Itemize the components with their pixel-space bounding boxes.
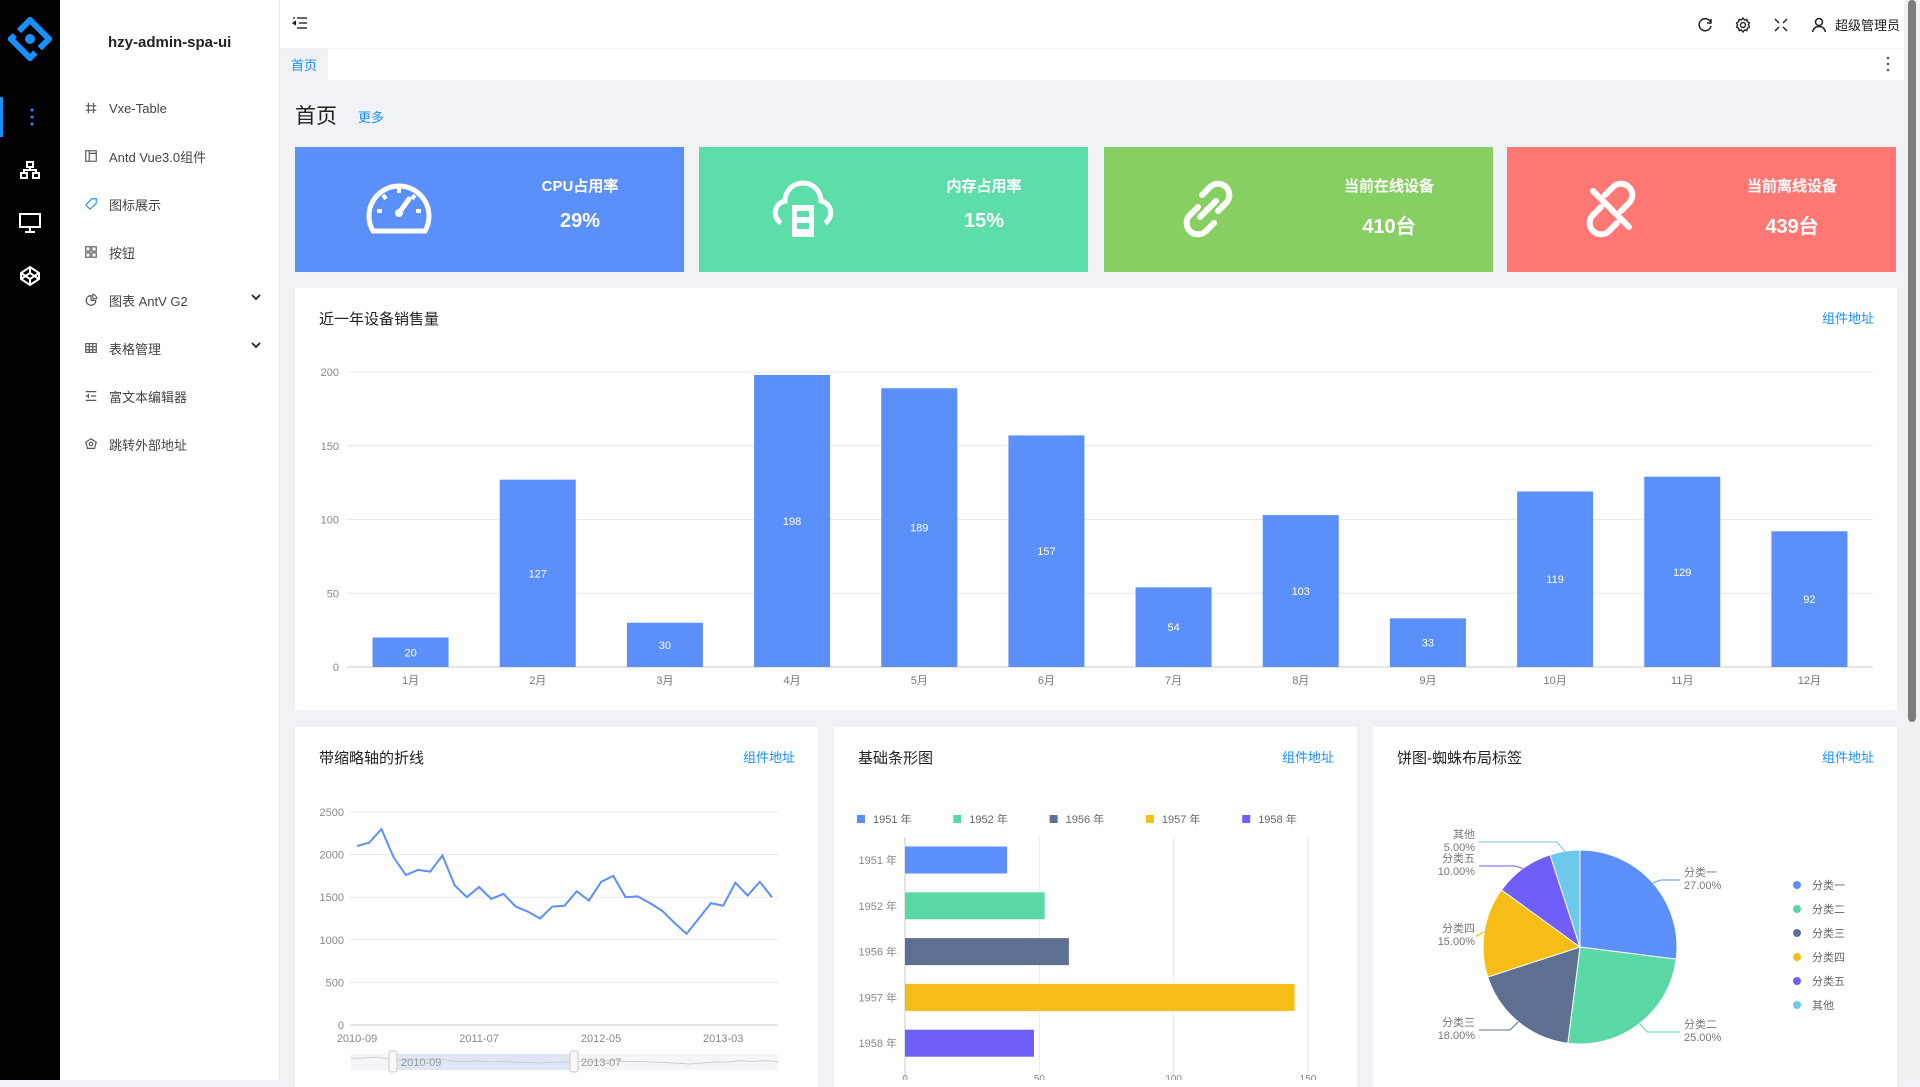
link-icon — [1183, 180, 1233, 238]
dashboard-icon — [366, 183, 432, 234]
stat-value: 29% — [559, 210, 601, 232]
component-link[interactable]: 组件地址 — [1821, 311, 1874, 326]
user-icon — [1811, 17, 1827, 32]
sidebar-item-label: 富文本编辑器 — [109, 389, 188, 405]
sidebar-item-label: 图标展示 — [109, 197, 162, 213]
editor-icon — [83, 388, 99, 404]
chart-title: 带缩略轴的折线 — [319, 750, 425, 767]
component-link[interactable]: 组件地址 — [1821, 750, 1874, 765]
chart-title: 基础条形图 — [858, 750, 934, 767]
sidebar-item-label: 图表 AntV G2 — [109, 293, 188, 309]
sidebar-item-label: 跳转外部地址 — [109, 437, 188, 453]
stat-card: CPU占用率 29% — [295, 147, 684, 272]
sidebar-item[interactable]: 图表 AntV G2 — [60, 276, 279, 324]
chevron-down-icon[interactable] — [251, 293, 261, 301]
sidebar-item-label: Antd Vue3.0组件 — [109, 149, 207, 165]
rail-desktop-icon[interactable] — [0, 203, 60, 243]
icon-rail — [0, 0, 60, 1080]
stat-value: 439台 — [1765, 216, 1819, 238]
component-link[interactable]: 组件地址 — [742, 750, 795, 765]
sidebar-item[interactable]: 富文本编辑器 — [60, 372, 279, 420]
component-link[interactable]: 组件地址 — [1281, 750, 1334, 765]
sidebar-item-label: Vxe-Table — [109, 100, 167, 116]
sidebar-item[interactable]: 按钮 — [60, 228, 279, 276]
sidebar-item[interactable]: 跳转外部地址 — [60, 420, 279, 468]
sidebar-menu: hzy-admin-spa-ui Vxe-Table Antd Vue3.0组件图… — [60, 0, 280, 1080]
stat-label: 内存占用率 — [946, 178, 1022, 195]
more-vertical-icon[interactable] — [1886, 56, 1890, 72]
disconnect-icon — [1586, 180, 1636, 238]
stat-card: 内存占用率 15% — [699, 147, 1088, 272]
table-icon — [83, 340, 99, 356]
page-title: 首页 — [295, 105, 337, 128]
sidebar-item-label: 按钮 — [109, 245, 136, 261]
appstore-icon — [83, 244, 99, 260]
tab-home[interactable]: 首页 — [280, 49, 328, 80]
hbar-chart-panel: 基础条形图 组件地址 — [834, 727, 1357, 1087]
rail-cluster-icon[interactable] — [0, 150, 60, 190]
more-link[interactable]: 更多 — [358, 110, 385, 125]
number-icon — [83, 100, 99, 116]
stat-card: 当前离线设备 439台 — [1507, 147, 1896, 272]
scrollbar-thumb[interactable] — [1908, 0, 1916, 722]
stat-value: 15% — [963, 210, 1005, 232]
app-title: hzy-admin-spa-ui — [108, 33, 232, 51]
user-name: 超级管理员 — [1834, 18, 1900, 33]
stat-card: 当前在线设备 410台 — [1104, 147, 1493, 272]
sidebar-item[interactable]: 表格管理 — [60, 324, 279, 372]
tag-icon — [83, 196, 99, 212]
layout-icon — [83, 148, 99, 164]
sales-chart-panel: 近一年设备销售量 组件地址 — [295, 288, 1897, 710]
sidebar-item[interactable]: Antd Vue3.0组件 — [60, 132, 279, 180]
rail-more-vertical-icon[interactable] — [0, 97, 60, 137]
pie-chart-icon — [83, 292, 99, 308]
user-menu[interactable]: 超级管理员 — [1811, 15, 1900, 34]
gear-icon[interactable] — [1735, 16, 1751, 33]
stat-label: 当前在线设备 — [1343, 178, 1434, 195]
chevron-down-icon[interactable] — [251, 341, 261, 349]
stat-label: 当前离线设备 — [1746, 178, 1837, 195]
chart-title: 近一年设备销售量 — [319, 311, 440, 328]
sidebar-item-label: 表格管理 — [109, 341, 162, 357]
reload-icon[interactable] — [1697, 17, 1713, 33]
pie-chart-panel: 饼图-蜘蛛布局标签 组件地址 — [1373, 727, 1897, 1087]
rail-codepen-icon[interactable] — [0, 256, 60, 296]
external-icon — [83, 436, 99, 452]
menu-fold-icon[interactable] — [292, 16, 308, 30]
chart-title: 饼图-蜘蛛布局标签 — [1397, 750, 1522, 767]
stat-value: 410台 — [1362, 216, 1416, 238]
cloud-server-icon — [772, 180, 834, 237]
tab-bar: 首页 — [280, 49, 1904, 80]
stat-label: CPU占用率 — [541, 178, 619, 195]
top-header: 超级管理员 — [280, 0, 1920, 49]
fullscreen-exit-icon[interactable] — [1773, 17, 1789, 33]
sidebar-item[interactable]: 图标展示 — [60, 180, 279, 228]
line-chart-panel: 带缩略轴的折线 组件地址 — [295, 727, 818, 1087]
scrollbar[interactable] — [1904, 0, 1920, 1080]
logo-icon — [8, 17, 52, 61]
sidebar-item[interactable]: Vxe-Table — [60, 84, 279, 132]
